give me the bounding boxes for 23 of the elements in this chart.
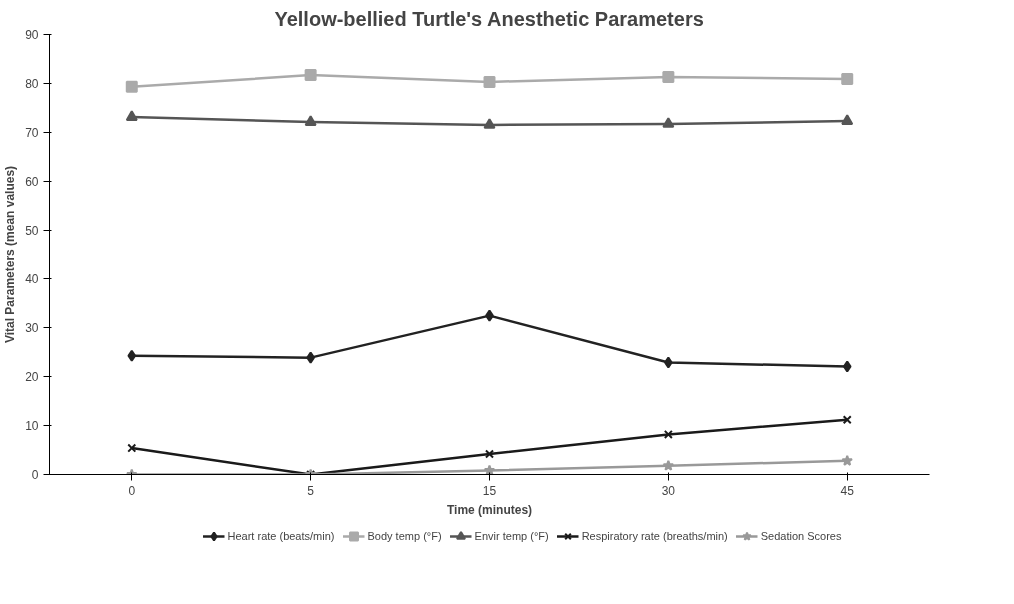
y-tick-label: 90 — [25, 28, 39, 42]
y-tick-label: 40 — [25, 272, 39, 287]
y-tick-label: 50 — [25, 223, 39, 238]
legend-label: Sedation Scores — [760, 530, 842, 542]
x-axis-title: Time (minutes) — [446, 502, 533, 517]
legend-label: Envir temp (°F) — [474, 530, 549, 542]
y-tick-label: 60 — [25, 174, 39, 189]
x-tick-label: 30 — [661, 483, 676, 498]
legend-label: Respiratory rate (breaths/min) — [581, 530, 728, 542]
y-axis-title: Vital Parameters (mean values) — [3, 165, 18, 344]
y-tick-label: 20 — [25, 370, 39, 385]
y-tick-label: 70 — [25, 125, 39, 140]
x-tick-label: 15 — [482, 483, 497, 498]
chart-title: Yellow-bellied Turtle's Anesthetic Parameters — [274, 7, 704, 30]
y-tick-label: 80 — [25, 76, 39, 91]
x-tick-label: 45 — [840, 483, 855, 498]
y-tick-label: 10 — [25, 419, 39, 434]
y-tick-label: 30 — [25, 321, 39, 336]
y-tick-label: 0 — [31, 468, 39, 482]
x-tick-label: 5 — [307, 483, 315, 498]
legend-label: Heart rate (beats/min) — [227, 530, 335, 542]
x-tick-label: 0 — [128, 483, 136, 498]
legend-label: Body temp (°F) — [367, 530, 442, 542]
